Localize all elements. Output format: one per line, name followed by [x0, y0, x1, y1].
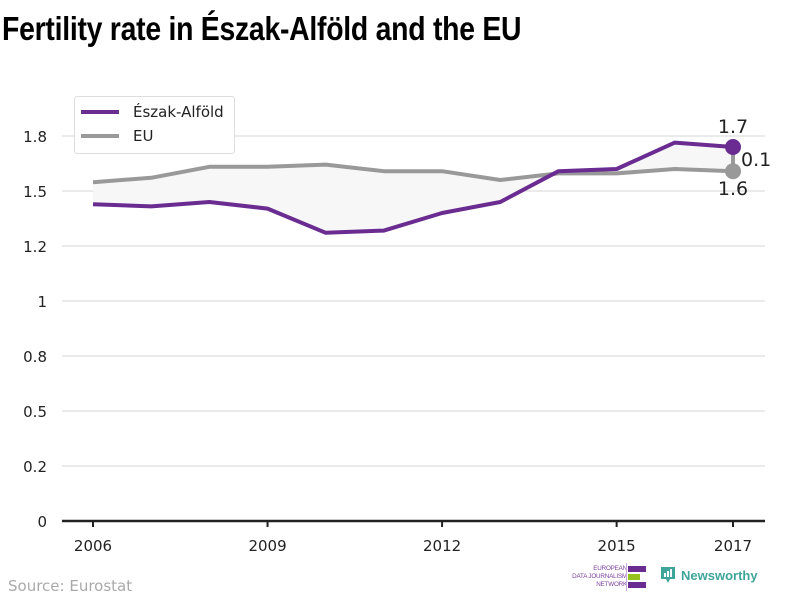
y-tick-label: 1.8	[23, 128, 47, 146]
edjn-bar-top	[628, 566, 646, 572]
y-tick-label: 1	[37, 293, 47, 311]
x-tick-label: 2017	[714, 537, 752, 555]
legend-label-region: Észak-Alföld	[133, 103, 224, 121]
x-tick-label: 2015	[598, 537, 636, 555]
eu-series-line	[92, 162, 734, 185]
legend: Észak-Alföld EU	[74, 96, 235, 154]
y-tick-label: 0	[37, 513, 47, 531]
chart-title: Fertility rate in Észak-Alföld and the E…	[2, 10, 522, 47]
newsworthy-chart-icon	[661, 567, 675, 583]
y-tick-label: 0.8	[23, 348, 47, 366]
source-note: Source: Eurostat	[8, 577, 133, 595]
difference-fill-area	[93, 142, 733, 233]
eu-last-point	[725, 163, 741, 180]
edjn-bar-bottom	[628, 582, 646, 588]
x-tick-label: 2009	[248, 537, 286, 555]
legend-item-eu: EU	[81, 127, 153, 145]
newsworthy-logo: Newsworthy	[660, 566, 758, 584]
region-series-line	[92, 140, 734, 235]
edjn-separator	[626, 563, 627, 591]
legend-item-region: Észak-Alföld	[81, 103, 224, 121]
legend-swatch-eu	[81, 134, 119, 138]
edjn-logo-text: EUROPEAN DATA JOURNALISM NETWORK	[572, 565, 627, 588]
newsworthy-logo-text: Newsworthy	[681, 567, 758, 583]
region-last-value-label: 1.7	[718, 116, 748, 138]
y-tick-label: 0.5	[23, 403, 47, 421]
legend-swatch-region	[81, 110, 119, 114]
difference-value-label: 0.1	[741, 149, 771, 171]
edjn-bar-middle	[628, 574, 640, 580]
x-tick-label: 2006	[74, 537, 112, 555]
legend-label-eu: EU	[133, 127, 154, 145]
y-tick-label: 0.2	[23, 458, 47, 476]
region-last-point	[725, 139, 741, 155]
eu-last-value-label: 1.6	[718, 178, 748, 200]
x-tick-label: 2012	[423, 537, 461, 555]
y-axis-labels: 0 0.2 0.5 0.8 1 1.2 1.5 1.8	[23, 128, 47, 531]
x-axis-ticks: 2006 2009 2012 2015 2017	[74, 521, 752, 555]
y-tick-label: 1.5	[23, 183, 47, 201]
y-tick-label: 1.2	[23, 238, 47, 256]
edjn-logo: EUROPEAN DATA JOURNALISM NETWORK	[565, 563, 649, 591]
